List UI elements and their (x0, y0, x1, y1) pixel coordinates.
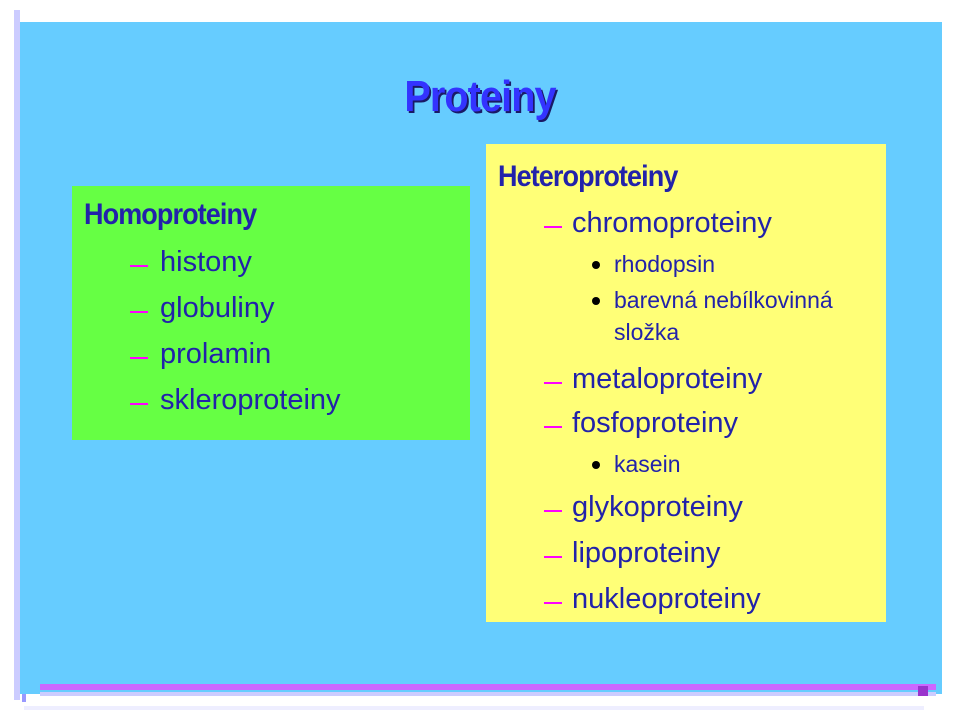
heteroproteiny-panel: Heteroproteiny chromoproteiny rhodopsin … (486, 144, 886, 622)
homoproteiny-panel: Homoproteiny histony globuliny prolamin … (72, 186, 470, 440)
list-item: histony (160, 246, 252, 278)
dash-icon (544, 556, 562, 558)
dash-icon (130, 357, 148, 359)
bullet-icon (592, 297, 600, 305)
list-subitem: rhodopsin (614, 251, 716, 277)
dash-icon (130, 403, 148, 405)
frame-bar-bottom-light (24, 706, 924, 710)
list-item: chromoproteiny (572, 207, 772, 239)
dash-icon (544, 226, 562, 228)
list-item: fosfoproteiny (572, 407, 739, 439)
frame-corner-accent (918, 686, 928, 696)
list-item: prolamin (160, 338, 272, 370)
slide-title: Proteiny (404, 72, 556, 121)
bullet-icon (592, 461, 600, 469)
dash-icon (130, 311, 148, 313)
heteroproteiny-heading: Heteroproteiny (498, 160, 678, 193)
list-item: glykoproteiny (572, 491, 743, 523)
frame-bar-right-accent (942, 40, 948, 700)
dash-icon (544, 426, 562, 428)
list-subitem: barevná nebílkovinná (614, 287, 833, 313)
list-subitem: kasein (614, 451, 681, 477)
list-item: nukleoproteiny (572, 583, 761, 615)
frame-bar-left (14, 10, 20, 700)
bullet-icon (592, 261, 600, 269)
dash-icon (544, 510, 562, 512)
frame-bar-bottom (40, 684, 936, 690)
frame-bar-bottom-accent (40, 692, 936, 696)
list-item: skleroproteiny (160, 384, 341, 416)
list-item: lipoproteiny (572, 537, 721, 569)
list-item: metaloproteiny (572, 363, 763, 395)
frame-bar-top (28, 2, 950, 6)
dash-icon (130, 265, 148, 267)
list-subitem-continuation: složka (614, 319, 680, 345)
list-item: globuliny (160, 292, 275, 324)
homoproteiny-heading: Homoproteiny (84, 198, 257, 231)
dash-icon (544, 602, 562, 604)
dash-icon (544, 382, 562, 384)
